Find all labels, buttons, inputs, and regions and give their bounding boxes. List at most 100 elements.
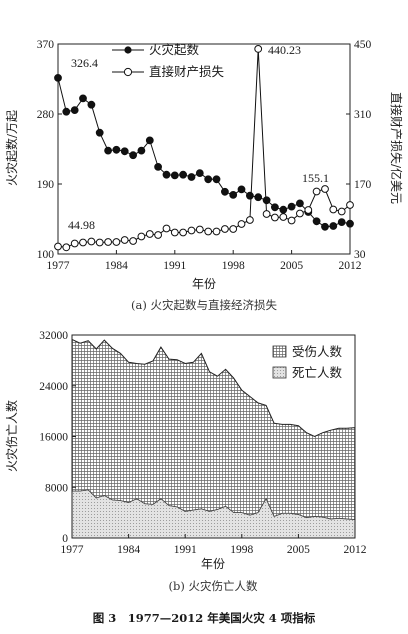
point-property-loss-1990 [162, 224, 171, 233]
point-fire-count-1985 [120, 147, 129, 156]
point-property-loss-2002 [262, 210, 271, 218]
point-property-loss-1992 [179, 228, 188, 237]
chart-a-plot-frame [57, 43, 351, 255]
y-left-tick-label-100: 100 [37, 249, 55, 261]
chart-b-xlabel: 年份 [201, 557, 225, 571]
line-total-casualties [71, 338, 356, 438]
legend-property-loss-marker [123, 67, 133, 77]
chart-a-ylabel-left: 火灾起数/万起 [4, 110, 19, 186]
point-fire-count-2003 [271, 203, 279, 212]
point-property-loss-1977 [54, 242, 62, 251]
x-tick-label-b-1998: 1998 [230, 544, 253, 556]
y-tick-label-b-32000: 32000 [39, 330, 68, 342]
point-property-loss-1983 [104, 238, 112, 246]
chart-a-ticks: 1977 1984 1991 1998 2005 2012 100 190 280 370 30 17… [37, 39, 372, 272]
point-fire-count-2005 [287, 202, 296, 211]
x-tick-label-b-1984: 1984 [117, 544, 140, 556]
y-right-tick-label-170: 170 [354, 179, 372, 191]
point-fire-count-1992 [179, 170, 188, 179]
figure-title: 图 3 1977—2012 年美国火灾 4 项指标 [93, 611, 316, 625]
point-property-loss-1995 [204, 227, 213, 236]
point-property-loss-2003 [271, 213, 279, 222]
point-fire-count-2009 [321, 222, 329, 231]
chart-b-marks [71, 338, 356, 538]
chart-a-ylabel-right: 直接财产损失/亿美元 [389, 92, 404, 204]
point-property-loss-1981 [87, 237, 96, 246]
point-fire-count-1991 [170, 171, 179, 180]
point-fire-count-1999 [237, 185, 246, 194]
point-fire-count-1988 [145, 136, 154, 145]
chart-a-marks [54, 45, 354, 252]
point-fire-count-1981 [87, 100, 96, 109]
line-deaths [72, 489, 356, 521]
point-fire-count-1983 [104, 146, 112, 155]
chart-a-xlabel: 年份 [192, 277, 216, 291]
point-property-loss-1987 [137, 232, 146, 241]
point-property-loss-1999 [237, 220, 246, 228]
legend-property-loss-label: 直接财产损失 [149, 64, 225, 79]
point-fire-count-1993 [187, 173, 196, 181]
point-property-loss-2000 [246, 216, 254, 224]
point-fire-count-2004 [279, 205, 288, 214]
point-property-loss-1997 [221, 225, 229, 233]
y-tick-label-b-24000: 24000 [39, 381, 68, 393]
annotation-44-98: 44.98 [68, 218, 95, 232]
x-tick-label-1998: 1998 [222, 260, 245, 272]
point-property-loss-1993 [187, 226, 196, 235]
legend-injuries-label: 受伤人数 [292, 344, 343, 359]
annotation-155-1: 155.1 [302, 171, 329, 185]
point-fire-count-2008 [312, 217, 321, 226]
point-property-loss-2012 [346, 201, 354, 209]
y-right-tick-label-450: 450 [354, 39, 372, 51]
point-property-loss-2005 [287, 216, 296, 225]
chart-b-ticks: 1977 1984 1991 1998 2005 2012 0 8000 16000 24000 3… [39, 330, 367, 556]
y-right-tick-label-30: 30 [354, 249, 366, 261]
point-property-loss-1982 [95, 238, 104, 247]
x-tick-label-2005: 2005 [280, 260, 303, 272]
point-fire-count-1996 [212, 175, 221, 184]
legend-deaths-swatch [272, 366, 287, 379]
point-property-loss-1989 [154, 231, 163, 239]
point-property-loss-1996 [212, 227, 221, 236]
annotation-326-4: 326.4 [71, 56, 98, 70]
chart-b-legend: 受伤人数 死亡人数 [272, 344, 343, 380]
x-tick-label-b-1977: 1977 [61, 544, 84, 556]
point-property-loss-1984 [112, 238, 121, 246]
chart-a: 1977 1984 1991 1998 2005 2012 100 190 280 370 30 17… [4, 39, 404, 312]
y-left-tick-label-280: 280 [37, 109, 55, 121]
point-fire-count-1984 [112, 145, 121, 154]
point-property-loss-2009 [321, 185, 329, 193]
point-fire-count-2012 [346, 219, 354, 228]
point-fire-count-2002 [262, 196, 271, 205]
point-fire-count-1998 [229, 191, 238, 199]
point-property-loss-2001 [254, 45, 263, 53]
point-property-loss-1979 [70, 239, 79, 248]
point-property-loss-1978 [62, 243, 71, 252]
point-fire-count-1987 [137, 146, 146, 155]
chart-a-caption: (a) 火灾起数与直接经济损失 [131, 298, 277, 312]
x-tick-label-b-2012: 2012 [344, 544, 367, 556]
point-fire-count-1995 [204, 175, 213, 184]
chart-a-legend: 火灾起数 直接财产损失 [112, 42, 225, 79]
point-fire-count-2006 [296, 199, 304, 208]
x-tick-label-2012: 2012 [339, 260, 362, 272]
y-tick-label-b-8000: 8000 [45, 482, 68, 494]
point-property-loss-1985 [120, 236, 129, 244]
point-fire-count-1978 [62, 107, 71, 116]
point-property-loss-2008 [312, 187, 321, 196]
chart-b-caption: (b) 火灾伤亡人数 [169, 579, 258, 593]
legend-deaths-label: 死亡人数 [292, 365, 343, 380]
point-property-loss-2010 [329, 205, 338, 214]
series-fire-count-line [57, 77, 351, 228]
x-tick-label-1977: 1977 [47, 260, 70, 272]
point-fire-count-1986 [129, 151, 138, 160]
point-fire-count-1990 [162, 170, 171, 179]
point-fire-count-1980 [79, 94, 87, 103]
y-right-tick-label-310: 310 [354, 109, 372, 121]
point-property-loss-2007 [304, 206, 313, 214]
point-fire-count-1977 [54, 74, 62, 82]
point-property-loss-1986 [129, 237, 138, 245]
area-deaths [72, 489, 355, 538]
point-property-loss-2006 [296, 209, 304, 218]
